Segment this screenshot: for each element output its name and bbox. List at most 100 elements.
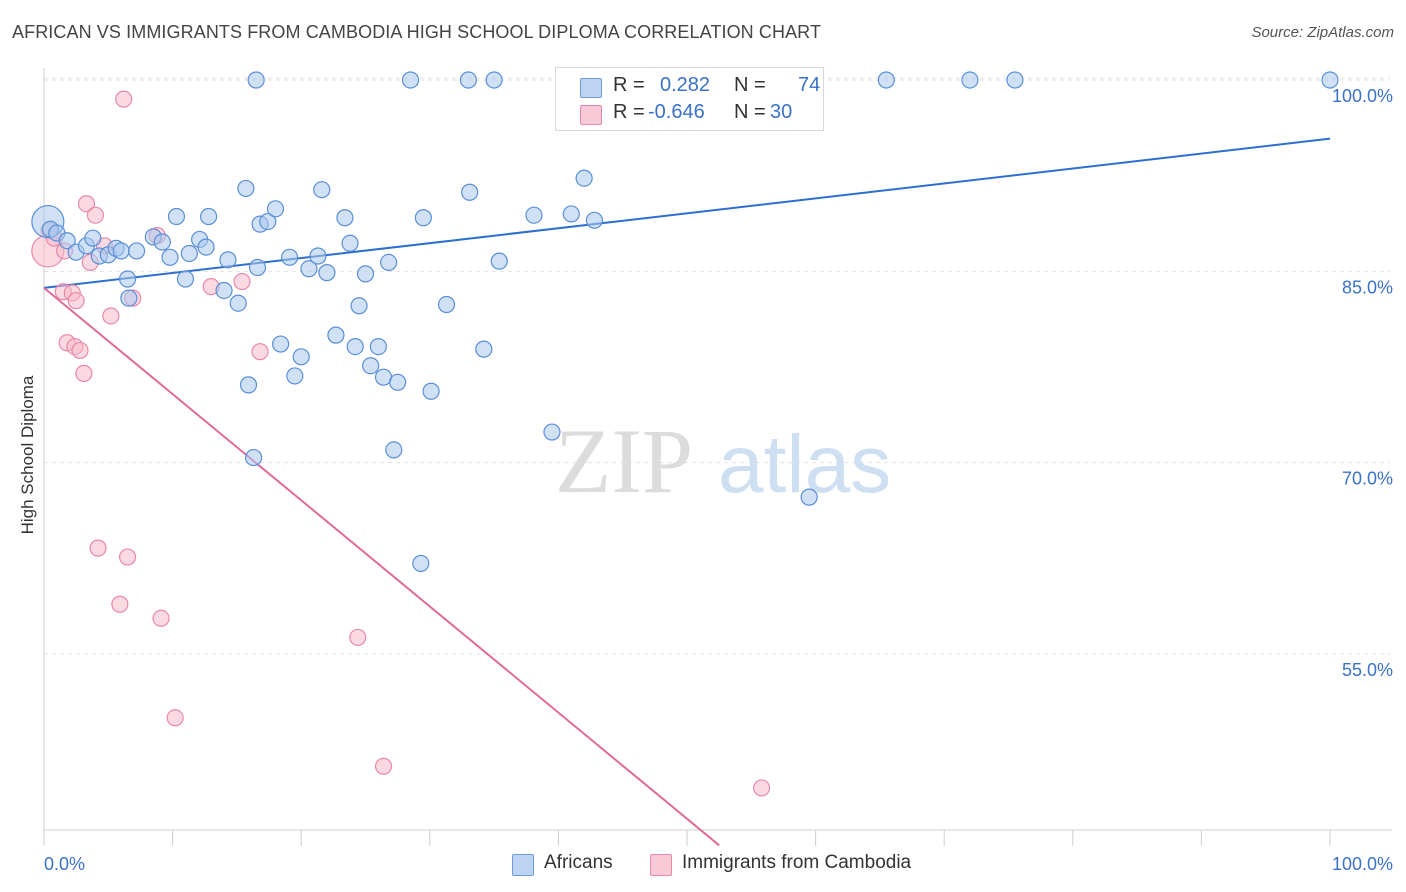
data-point-africans [877,71,895,89]
data-point-africans [475,340,493,358]
data-point-cambodia [752,779,771,797]
data-point-africans [369,337,387,356]
data-point-africans [575,169,593,187]
legend-n-value: 74 [798,74,821,96]
y-tick-label: 70.0% [1342,469,1393,489]
data-point-africans [176,270,195,288]
bottom-legend-label-africans: Africans [544,852,613,873]
data-point-africans [341,234,359,252]
data-point-africans [118,270,137,288]
data-point-africans [1321,71,1339,89]
data-point-africans [215,281,233,300]
data-point-africans [585,211,604,229]
trend-line-cambodia [43,287,720,847]
trend-line-africans [43,137,1331,289]
legend-swatch-cambodia [580,105,602,125]
data-point-cambodia [86,206,105,224]
data-point-africans [350,297,368,315]
data-point-africans [414,209,432,227]
data-point-africans [313,181,331,199]
data-point-africans [281,248,299,266]
legend-n-label: N = [734,101,766,123]
data-point-africans [401,71,420,89]
data-point-africans [346,337,364,356]
data-point-cambodia [115,90,133,108]
data-point-africans [490,252,508,270]
data-point-africans [180,244,198,263]
axes [43,68,1392,846]
legend-swatch-africans [580,78,602,98]
data-point-africans [239,376,258,394]
data-point-africans [127,242,146,260]
data-point-africans [327,326,345,344]
data-point-cambodia [111,595,129,613]
data-point-africans [380,253,398,272]
data-point-africans [84,229,102,247]
data-point-africans [161,248,179,266]
data-point-africans [336,209,354,227]
y-tick-label: 100.0% [1332,86,1393,106]
data-point-africans [197,238,215,256]
data-point-cambodia [251,343,269,361]
data-point-africans [247,71,265,89]
data-point-cambodia [374,757,393,775]
x-tick-label: 100.0% [1332,854,1393,874]
bottom-legend-swatch-africans [512,854,534,876]
data-point-cambodia [77,195,96,213]
series-africans-points [31,71,1339,573]
legend-r-value: 0.282 [660,74,711,96]
data-point-africans [272,335,290,353]
data-point-africans [356,265,375,283]
data-point-africans [245,448,263,467]
data-point-cambodia [89,539,107,557]
data-point-africans [1006,71,1024,89]
legend-r-label: R = [613,74,645,96]
data-point-africans [219,251,237,269]
y-tick-label: 85.0% [1342,277,1393,297]
bottom-legend-label-cambodia: Immigrants from Cambodia [682,852,912,873]
bottom-legend-swatch-cambodia [650,854,672,876]
data-point-africans [153,233,171,251]
data-point-africans [422,382,440,400]
data-point-africans [286,367,304,385]
data-point-africans [459,71,477,89]
data-point-africans [800,488,818,506]
data-point-africans [300,260,318,278]
data-point-africans [237,179,255,198]
data-point-cambodia [75,364,93,382]
data-point-africans [112,242,130,260]
data-point-cambodia [233,272,251,291]
data-point-africans [412,554,430,573]
data-point-africans [58,232,76,250]
data-point-africans [292,348,310,366]
data-point-cambodia [349,628,367,647]
data-point-africans [485,71,503,89]
y-tick-label: 55.0% [1342,660,1393,680]
stats-legend: R = 0.282 N = 74 R = -0.646 N = 30 [555,67,824,131]
data-point-africans [318,264,336,282]
data-point-cambodia [67,292,85,310]
data-point-africans [259,212,277,231]
watermark-zip: ZIP [555,410,693,512]
legend-n-value: 30 [770,101,793,123]
data-point-cambodia [166,709,184,727]
chart-title: AFRICAN VS IMMIGRANTS FROM CAMBODIA HIGH… [12,22,822,42]
data-point-africans [200,207,218,226]
data-point-africans [266,200,285,218]
x-tick-label: 0.0% [44,854,85,874]
data-point-africans [167,207,186,226]
data-point-cambodia [71,341,89,360]
data-point-africans [362,357,380,375]
data-point-africans [461,183,479,201]
data-point-africans [385,441,403,459]
y-axis-label: High School Diploma [18,375,37,535]
data-point-cambodia [118,548,137,566]
legend-r-label: R = [613,101,645,123]
data-point-africans [543,423,561,441]
tick-labels: 55.0% 70.0% 85.0% 100.0% 0.0% 100.0% [44,86,1393,874]
source-label: Source: ZipAtlas.com [1251,24,1394,41]
data-point-cambodia [102,307,120,325]
data-point-africans [309,247,327,265]
data-point-africans [389,373,407,391]
